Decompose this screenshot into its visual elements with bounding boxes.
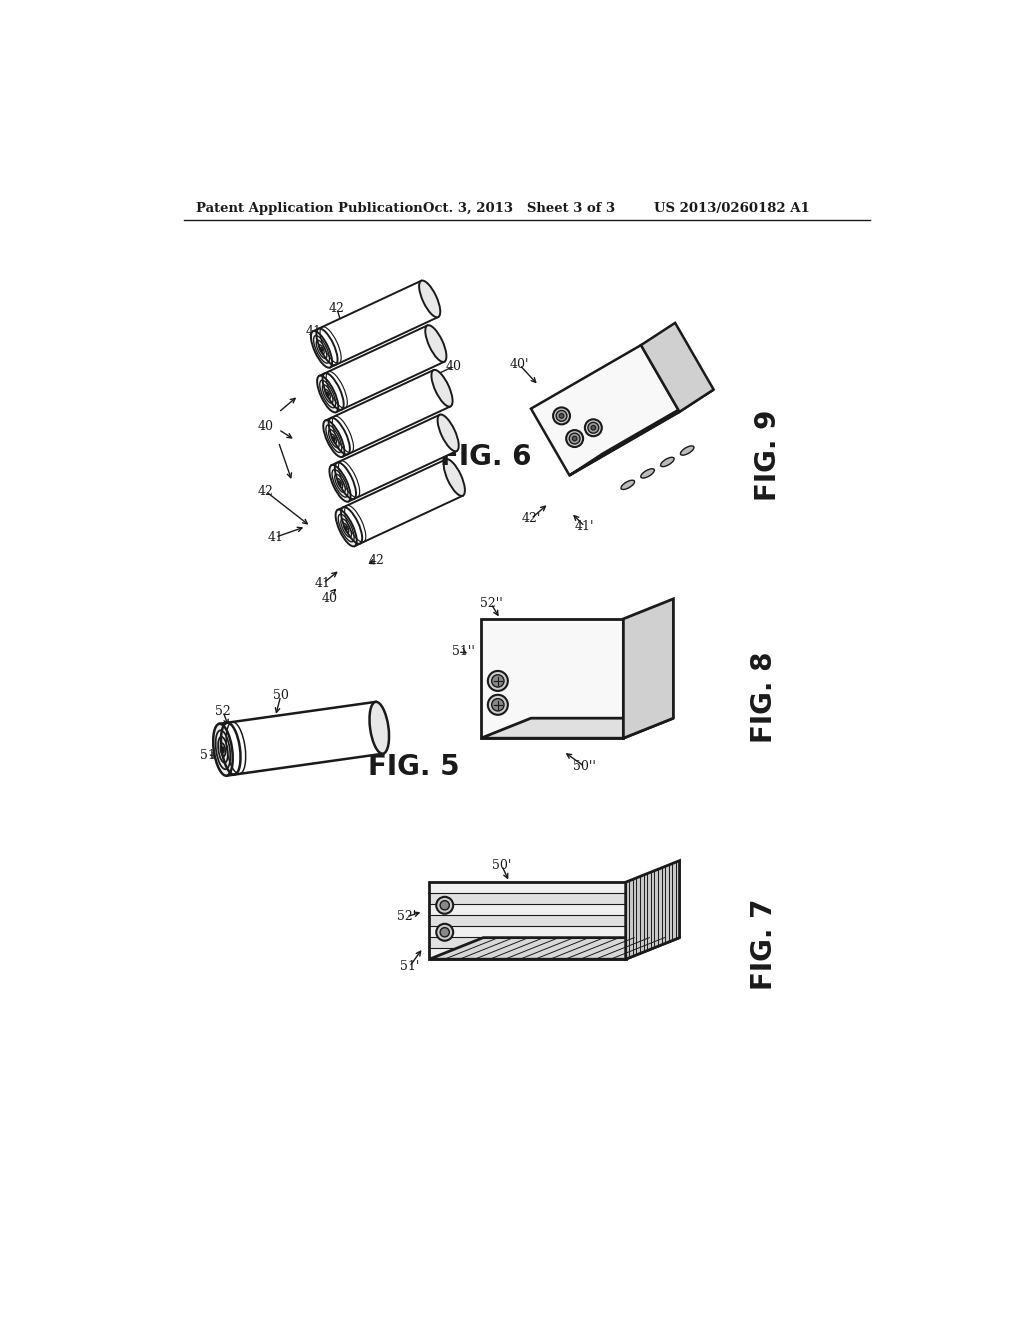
Ellipse shape [425, 325, 446, 362]
Ellipse shape [370, 702, 389, 754]
Text: 50': 50' [492, 859, 511, 871]
Circle shape [436, 896, 454, 913]
Polygon shape [338, 459, 463, 546]
Ellipse shape [311, 331, 332, 368]
Polygon shape [531, 345, 680, 475]
Polygon shape [481, 619, 624, 738]
Text: US 2013/0260182 A1: US 2013/0260182 A1 [654, 202, 810, 215]
Text: 40': 40' [510, 358, 529, 371]
Ellipse shape [660, 457, 674, 466]
Text: 50: 50 [272, 689, 289, 702]
Ellipse shape [317, 376, 338, 412]
Polygon shape [429, 894, 626, 904]
Circle shape [487, 694, 508, 715]
Text: 42': 42' [521, 512, 541, 525]
Text: 50'': 50'' [573, 760, 596, 774]
Text: 51: 51 [200, 748, 215, 762]
Ellipse shape [641, 469, 654, 478]
Polygon shape [626, 861, 680, 960]
Circle shape [440, 900, 450, 909]
Polygon shape [429, 927, 626, 937]
Circle shape [492, 675, 504, 688]
Circle shape [492, 698, 504, 711]
Text: 41: 41 [315, 577, 331, 590]
Polygon shape [429, 937, 680, 960]
Ellipse shape [437, 414, 459, 451]
Text: 40: 40 [257, 420, 273, 433]
Text: 40: 40 [446, 360, 462, 372]
Text: 41: 41 [306, 325, 322, 338]
Ellipse shape [621, 480, 635, 490]
Polygon shape [569, 389, 714, 475]
Text: 42: 42 [329, 302, 345, 315]
Ellipse shape [431, 370, 453, 407]
Polygon shape [429, 937, 626, 948]
Circle shape [556, 411, 567, 421]
Text: FIG. 7: FIG. 7 [750, 898, 777, 990]
Ellipse shape [336, 510, 356, 546]
Circle shape [553, 408, 570, 424]
Text: 52: 52 [215, 705, 230, 718]
Text: Patent Application Publication: Patent Application Publication [196, 202, 423, 215]
Text: FIG. 6: FIG. 6 [440, 444, 531, 471]
Circle shape [585, 420, 602, 436]
Polygon shape [429, 948, 626, 960]
Ellipse shape [213, 723, 232, 776]
Circle shape [566, 430, 583, 447]
Text: FIG. 8: FIG. 8 [750, 652, 777, 743]
Ellipse shape [419, 281, 440, 317]
Polygon shape [624, 599, 674, 738]
Text: 41: 41 [267, 531, 284, 544]
Ellipse shape [330, 465, 350, 502]
Circle shape [440, 928, 450, 937]
Polygon shape [429, 904, 626, 915]
Polygon shape [641, 323, 714, 412]
Text: FIG. 5: FIG. 5 [368, 752, 460, 780]
Text: FIG. 9: FIG. 9 [754, 409, 782, 500]
Polygon shape [481, 718, 674, 738]
Circle shape [591, 425, 596, 430]
Circle shape [487, 671, 508, 690]
Ellipse shape [680, 446, 694, 455]
Polygon shape [326, 370, 451, 457]
Circle shape [572, 436, 577, 441]
Polygon shape [332, 414, 457, 502]
Text: 41': 41' [575, 520, 595, 533]
Text: 51'': 51'' [452, 644, 475, 657]
Text: Oct. 3, 2013   Sheet 3 of 3: Oct. 3, 2013 Sheet 3 of 3 [423, 202, 615, 215]
Text: 40: 40 [322, 593, 337, 606]
Text: 52': 52' [396, 911, 416, 924]
Circle shape [569, 433, 580, 444]
Polygon shape [219, 702, 383, 776]
Polygon shape [319, 326, 444, 412]
Polygon shape [429, 915, 626, 927]
Text: 51': 51' [399, 961, 419, 973]
Ellipse shape [324, 420, 344, 457]
Ellipse shape [443, 459, 465, 496]
Text: 52'': 52'' [479, 597, 503, 610]
Circle shape [559, 413, 564, 418]
Polygon shape [429, 882, 626, 894]
Polygon shape [313, 281, 438, 367]
Text: 42: 42 [369, 554, 385, 566]
Circle shape [588, 422, 599, 433]
Circle shape [436, 924, 454, 941]
Text: 42: 42 [257, 484, 273, 498]
